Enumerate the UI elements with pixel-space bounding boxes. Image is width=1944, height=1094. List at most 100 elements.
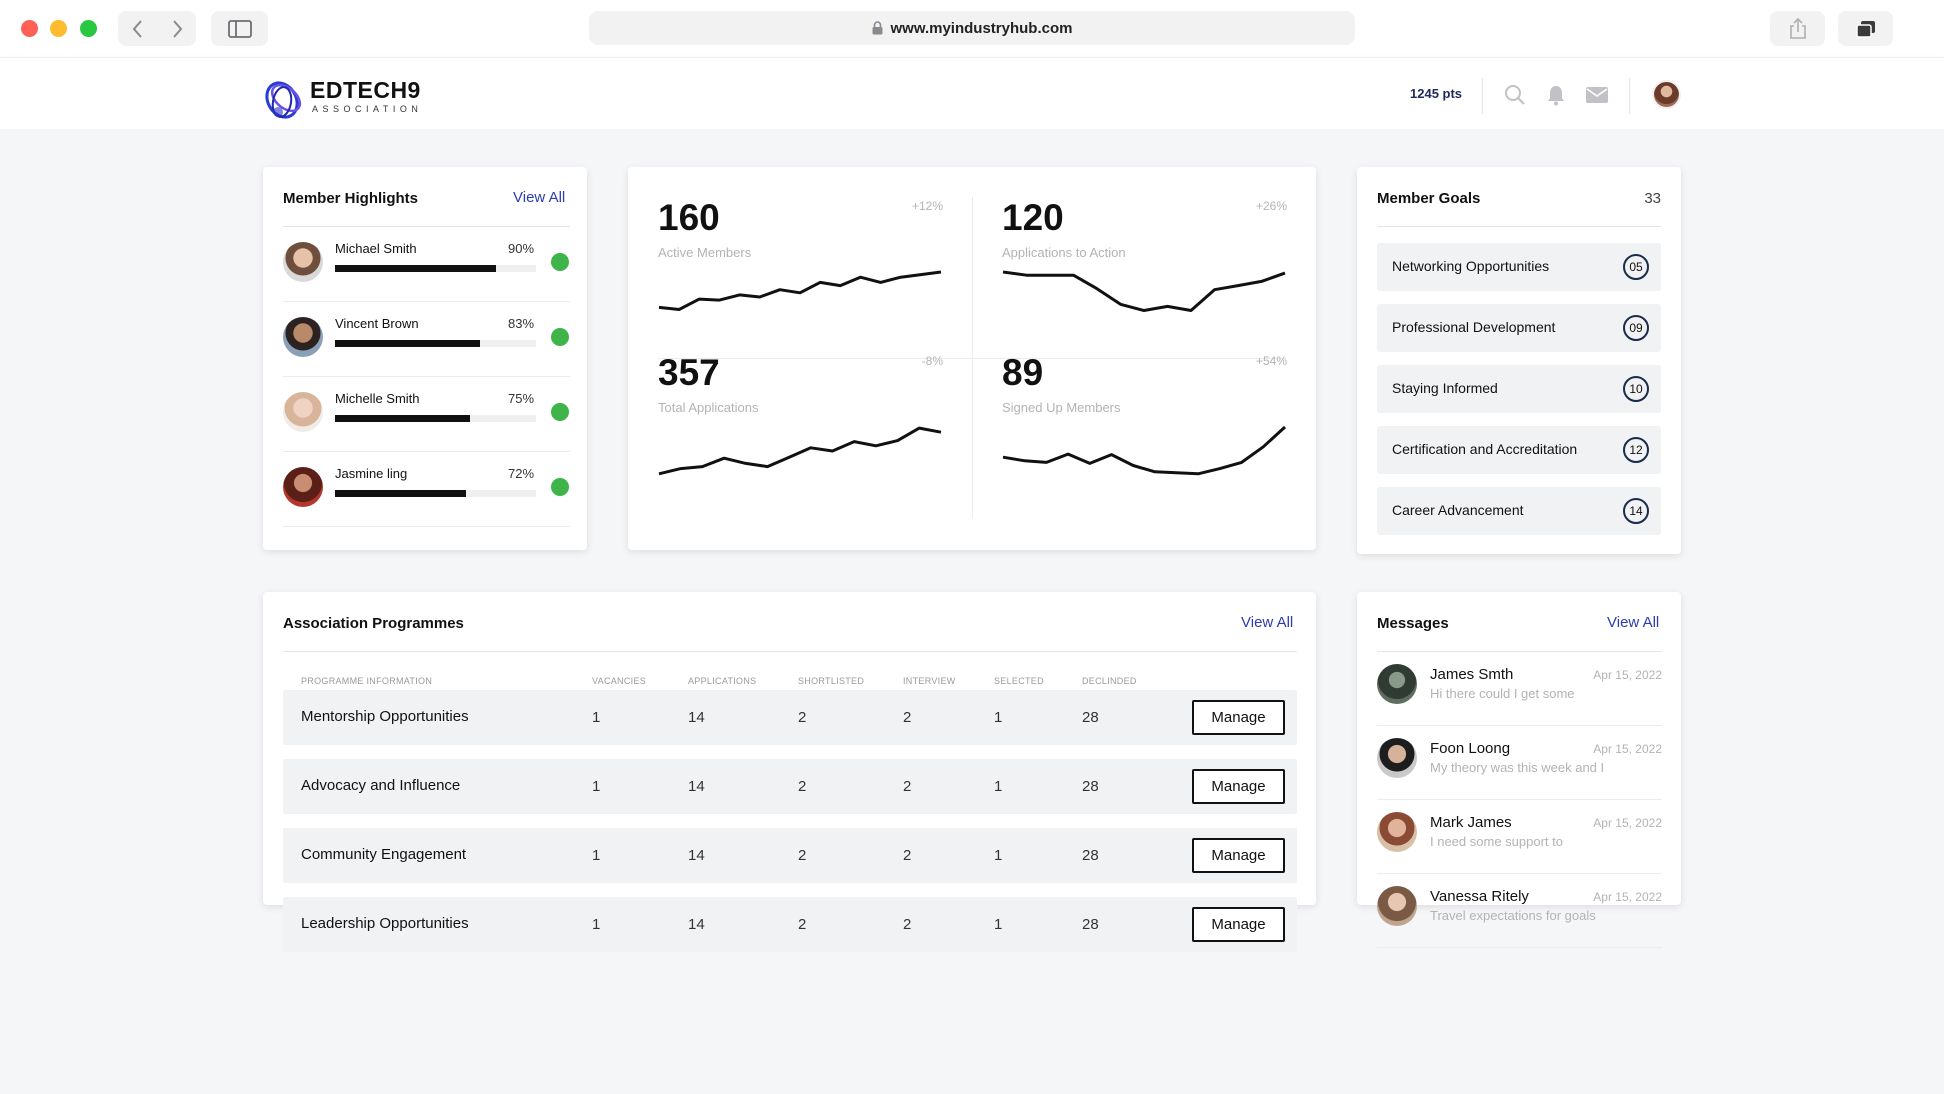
tabs-icon [1855,20,1875,38]
programme-selected: 1 [994,709,1003,726]
progress-track [335,415,536,422]
logo-mark-icon [265,81,302,119]
programme-name: Mentorship Opportunities [301,708,469,725]
programme-shortlisted: 2 [798,916,807,933]
programme-shortlisted: 2 [798,709,807,726]
url-text: www.myindustryhub.com [890,19,1073,37]
sparkline-line [658,270,942,311]
goal-item[interactable]: Staying Informed 10 [1377,365,1661,413]
points-balance: 1245 pts [1410,86,1463,101]
message-item[interactable]: Vanessa Ritely Apr 15, 2022 Travel expecta… [1377,874,1662,948]
message-item[interactable]: Foon Loong Apr 15, 2022 My theory was this… [1377,726,1662,800]
stat-tile[interactable]: 120 Applications to Action +26% [972,167,1317,360]
member-highlight-row[interactable]: Michelle Smith 75% [283,377,570,452]
programmes-view-all-link[interactable]: View All [1241,614,1294,631]
progress-fill [335,415,470,422]
minimize-window-button[interactable] [50,20,67,37]
chevron-left-icon [132,19,142,38]
manage-button[interactable]: Manage [1192,907,1285,942]
maximize-window-button[interactable] [80,20,97,37]
message-item[interactable]: James Smth Apr 15, 2022 Hi there could I g… [1377,652,1662,726]
member-highlights-view-all-link[interactable]: View All [513,189,566,206]
message-sender: Vanessa Ritely [1430,888,1529,905]
programme-declined: 28 [1082,709,1099,726]
sidebar-toggle-button[interactable] [211,11,268,46]
progress-fill [335,340,480,347]
goal-item[interactable]: Certification and Accreditation 12 [1377,426,1661,474]
stat-value: 160 [658,197,720,238]
progress-track [335,340,536,347]
goal-label: Professional Development [1392,319,1556,335]
progress-fill [335,265,496,272]
programme-shortlisted: 2 [798,847,807,864]
column-header-declined: DECLINDED [1082,676,1137,686]
member-highlights-title: Member Highlights [283,190,419,207]
member-highlight-row[interactable]: Vincent Brown 83% [283,302,570,377]
divider [283,226,570,227]
tabs-overview-button[interactable] [1838,11,1893,46]
sparkline [1002,270,1286,312]
programme-selected: 1 [994,778,1003,795]
stat-change: +12% [911,199,943,213]
programme-interview: 2 [903,778,912,795]
programme-name: Advocacy and Influence [301,777,461,794]
manage-button[interactable]: Manage [1192,838,1285,873]
back-button[interactable] [118,11,157,46]
goal-item[interactable]: Professional Development 09 [1377,304,1661,352]
message-date: Apr 15, 2022 [1593,816,1662,830]
stat-tile[interactable]: 160 Active Members +12% [628,167,973,360]
forward-button[interactable] [157,11,196,46]
sparkline-line [658,426,942,476]
goal-item[interactable]: Networking Opportunities 05 [1377,243,1661,291]
status-dot [551,478,569,496]
column-header-shortlisted: SHORTLISTED [798,676,865,686]
member-highlight-row[interactable]: Jasmine ling 72% [283,452,570,527]
stat-change: -8% [921,354,943,368]
messages-view-all-link[interactable]: View All [1607,614,1660,631]
lock-icon [872,21,883,35]
manage-button[interactable]: Manage [1192,700,1285,735]
programmes-title: Association Programmes [283,615,464,632]
messages-button[interactable] [1584,82,1610,108]
member-highlight-row[interactable]: Michael Smith 90% [283,227,570,302]
share-button[interactable] [1770,11,1825,46]
member-percent: 72% [508,466,535,481]
programme-vacancies: 1 [592,709,601,726]
dashboard-content: Member Highlights View All Michael Smith… [0,129,1944,1094]
avatar [1377,886,1417,926]
goal-label: Networking Opportunities [1392,258,1550,274]
programme-declined: 28 [1082,778,1099,795]
stat-tile[interactable]: 89 Signed Up Members +54% [972,322,1317,515]
manage-button[interactable]: Manage [1192,769,1285,804]
logo[interactable]: EDTECH9 ASSOCIATION [262,74,432,122]
divider [1377,651,1662,652]
programme-vacancies: 1 [592,778,601,795]
member-goals-count: 33 [1644,190,1661,207]
messages-card: Messages View All James Smth Apr 15, 2022… [1357,592,1681,948]
avatar [1377,738,1417,778]
stat-label: Total Applications [658,400,759,415]
sidebar-icon [227,19,252,38]
address-bar[interactable]: www.myindustryhub.com [589,11,1355,45]
stats-card: 160 Active Members +12% 120 Applications to … [628,167,1316,550]
programme-name: Leadership Opportunities [301,915,469,932]
sparkline [658,270,942,311]
member-name: Jasmine ling [335,466,408,481]
member-goals-card: Member Goals 33 Networking Opportunities… [1357,167,1681,554]
stat-value: 89 [1002,352,1044,393]
avatar [1377,812,1417,852]
goal-item[interactable]: Career Advancement 14 [1377,487,1661,535]
progress-track [335,265,536,272]
message-date: Apr 15, 2022 [1593,742,1662,756]
user-avatar[interactable] [1652,80,1681,109]
programme-name: Community Engagement [301,846,467,863]
mail-icon [1586,87,1608,103]
member-percent: 83% [508,316,535,331]
message-item[interactable]: Mark James Apr 15, 2022 I need some suppor… [1377,800,1662,874]
search-button[interactable] [1502,82,1528,108]
stat-tile[interactable]: 357 Total Applications -8% [628,322,973,515]
goal-count-badge: 12 [1623,437,1649,463]
close-window-button[interactable] [21,20,38,37]
member-goals-title: Member Goals [1377,190,1481,207]
notifications-button[interactable] [1543,82,1569,108]
